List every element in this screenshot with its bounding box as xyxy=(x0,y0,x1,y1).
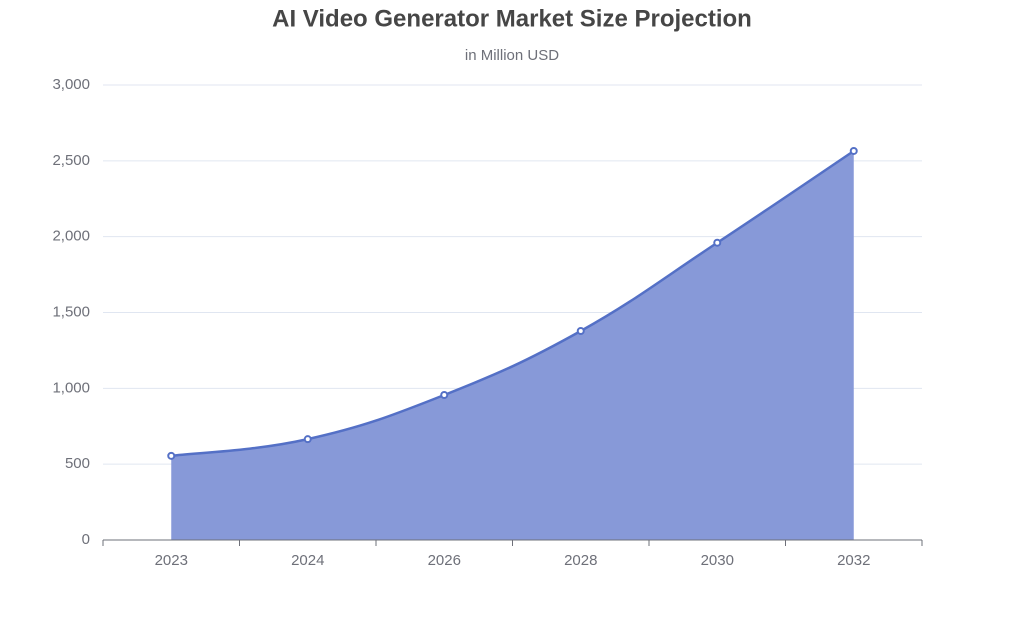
line xyxy=(171,149,855,458)
chart-subtitle: in Million USD xyxy=(465,47,559,64)
x-tick-label: 2023 xyxy=(155,552,188,569)
x-tick-label: 2030 xyxy=(701,552,734,569)
point xyxy=(849,146,858,155)
point xyxy=(167,451,176,460)
point xyxy=(576,327,585,336)
area-fill xyxy=(171,150,854,540)
point xyxy=(303,435,312,444)
y-tick-label: 500 xyxy=(65,455,90,472)
chart-title: AI Video Generator Market Size Projectio… xyxy=(272,5,752,32)
y-tick-label: 2,500 xyxy=(52,152,90,169)
y-tick-label: 0 xyxy=(82,531,90,548)
y-tick-label: 1,500 xyxy=(52,303,90,320)
x-tick-label: 2026 xyxy=(428,552,461,569)
y-tick-label: 2,000 xyxy=(52,228,90,245)
y-tick-label: 1,000 xyxy=(52,379,90,396)
y-tick-label: 3,000 xyxy=(52,76,90,93)
x-tick-label: 2024 xyxy=(291,552,324,569)
x-tick-label: 2032 xyxy=(837,552,870,569)
point xyxy=(440,391,449,400)
point xyxy=(713,238,722,247)
x-tick-label: 2028 xyxy=(564,552,597,569)
